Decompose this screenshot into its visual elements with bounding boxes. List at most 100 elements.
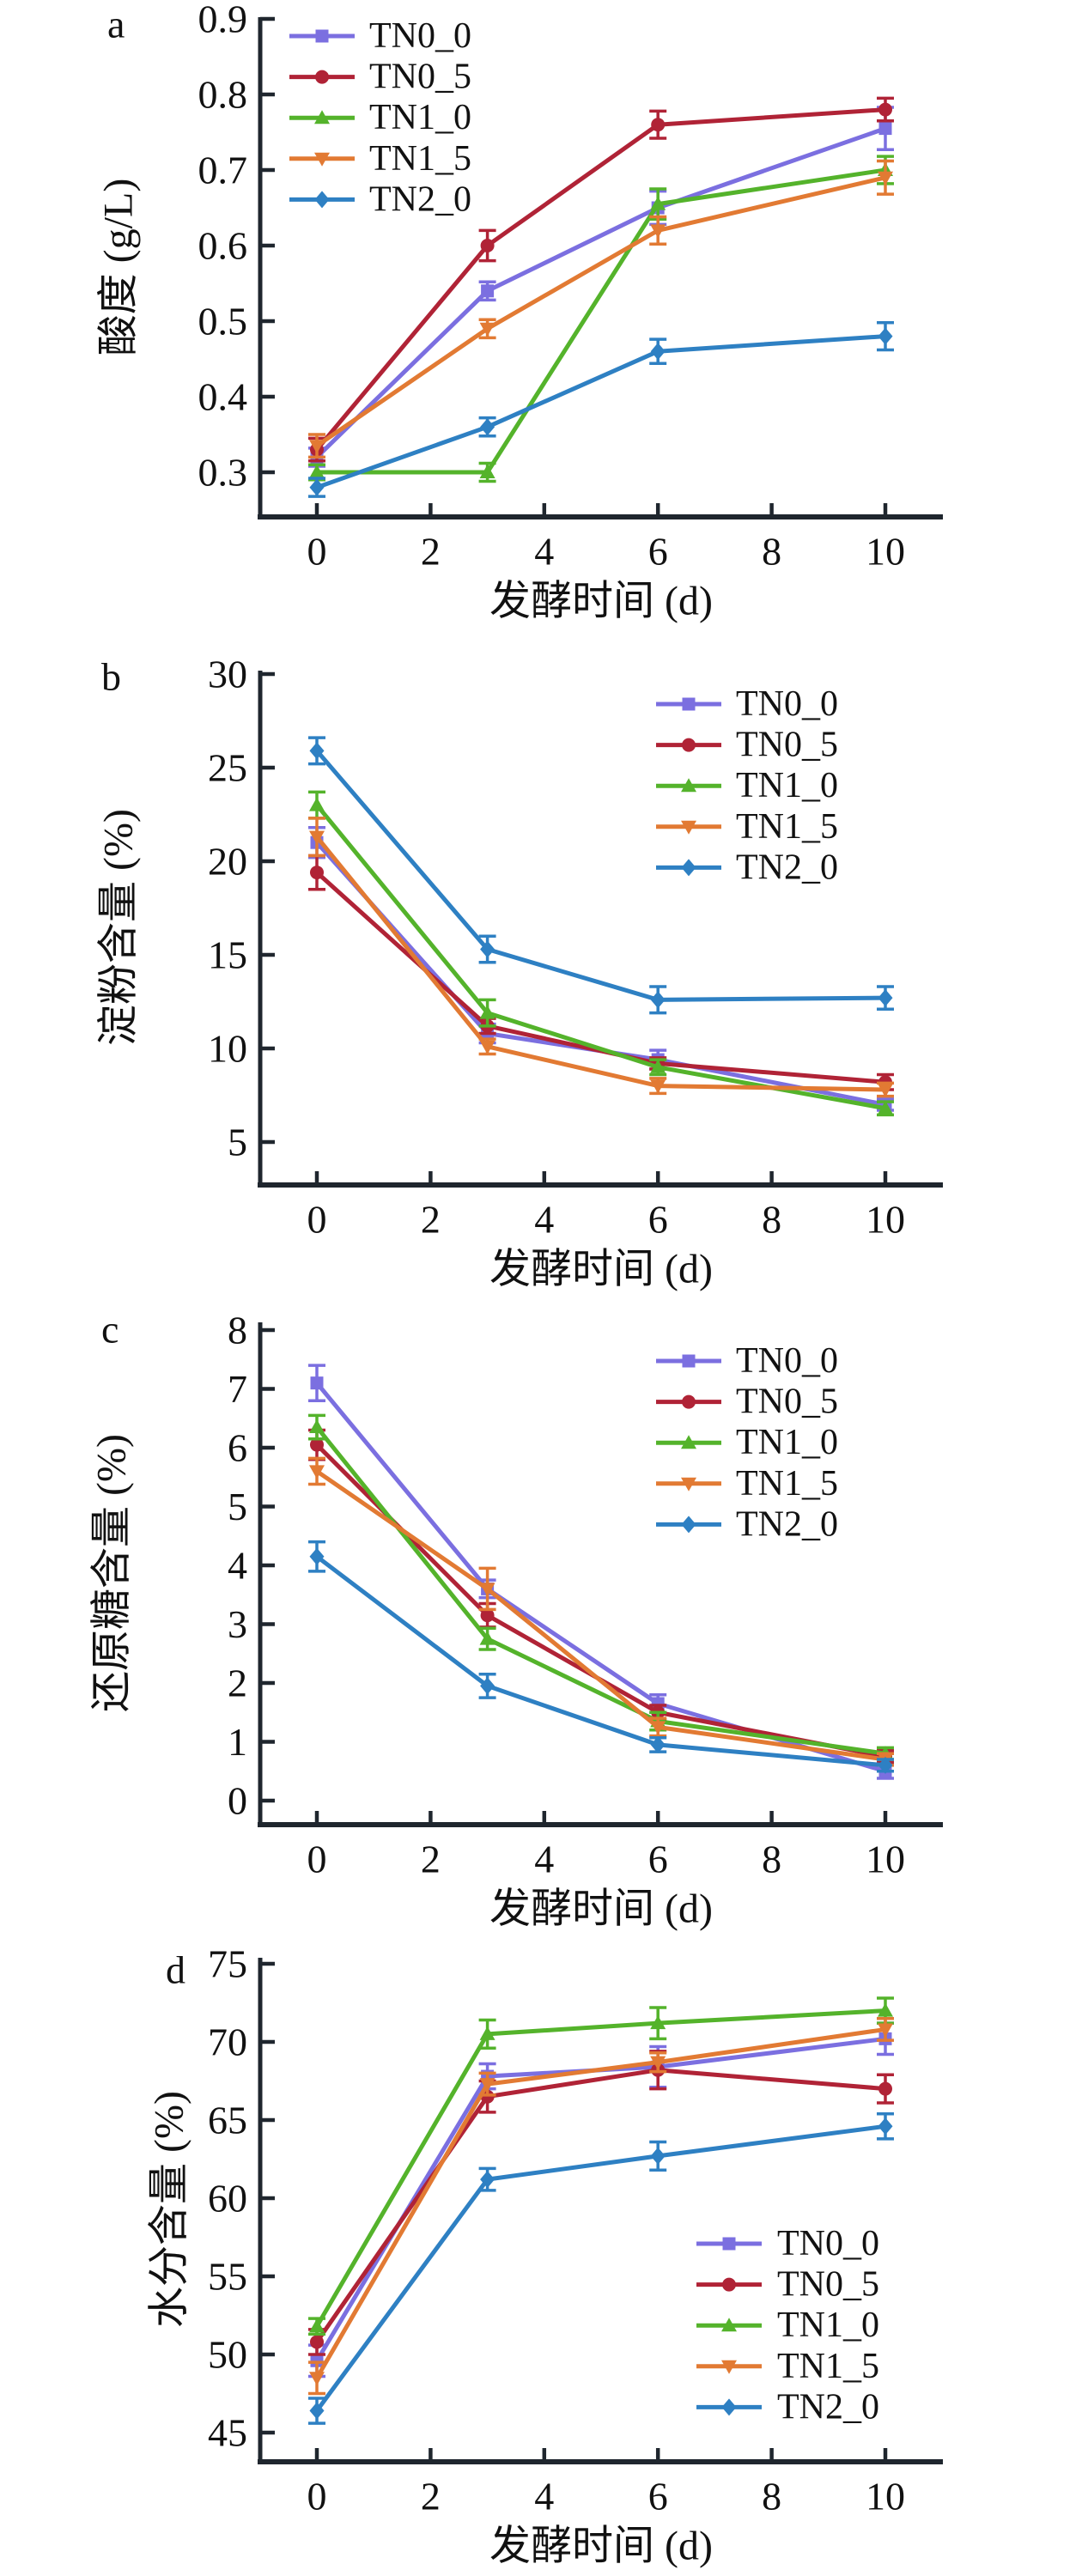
data-point-marker: [309, 440, 325, 454]
data-point-marker: [309, 478, 325, 496]
data-point-marker: [480, 1608, 495, 1623]
legend-marker: [682, 1394, 696, 1409]
legend-label: TN2_0: [369, 179, 471, 219]
data-point-marker: [479, 1005, 495, 1019]
x-tick-label: 0: [307, 1838, 327, 1881]
series-line: [314, 2068, 886, 2343]
y-tick-label: 30: [208, 653, 247, 696]
legend-item-TN0_0: TN0_0: [289, 16, 471, 56]
series-line: [315, 1554, 886, 1768]
panel-a: a 0.3 0.4 0.5 0.6 0.7 0.8 0.9 0 2 4 6 8 10 酸度 (g/L) 发酵时…: [96, 0, 943, 624]
x-tick-label: 0: [307, 530, 327, 574]
series-line: [315, 175, 886, 448]
x-axis-label: 发酵时间 (d): [489, 579, 713, 624]
data-point-marker: [480, 418, 495, 436]
series-line: [315, 1469, 886, 1762]
data-point-marker: [479, 1040, 495, 1054]
panel-d: d 45 50 55 60 65 70 75 0 2 4 6 8 10 水分含量 (%) 发酵时间 (d) TN…: [147, 1942, 943, 2569]
x-tick-label: 10: [866, 530, 905, 574]
series-TN0_5: [308, 854, 894, 1091]
legend-label: TN0_5: [736, 1382, 838, 1422]
legend-marker: [721, 2360, 737, 2374]
data-point-marker: [878, 1083, 893, 1097]
y-tick-label: 0.6: [198, 224, 248, 268]
data-point-marker: [309, 2318, 325, 2333]
data-point-marker: [878, 2002, 893, 2017]
data-point-marker: [309, 797, 325, 811]
x-tick-label: 4: [534, 530, 554, 574]
x-tick-label: 0: [307, 1198, 327, 1242]
series-line: [315, 1425, 886, 1756]
legend-item-TN1_0: TN1_0: [289, 98, 471, 137]
legend-item-TN1_0: TN1_0: [656, 1423, 838, 1462]
legend-marker: [314, 110, 330, 125]
x-tick-label: 10: [866, 1838, 905, 1881]
series-TN2_0: [308, 1540, 894, 1774]
data-point-marker: [309, 1547, 325, 1565]
legend-item-TN0_0: TN0_0: [696, 2224, 879, 2263]
legend-label: TN1_0: [736, 1423, 838, 1462]
y-axis-label: 还原糖含量 (%): [89, 1434, 135, 1712]
x-tick-label: 8: [762, 2475, 781, 2518]
x-tick-label: 4: [534, 1198, 554, 1242]
data-point-marker: [878, 122, 892, 136]
series-TN2_0: [308, 2111, 894, 2425]
legend-label: TN2_0: [736, 1504, 838, 1544]
y-tick-label: 7: [228, 1367, 247, 1411]
y-tick-label: 0.4: [198, 375, 248, 419]
data-point-marker: [479, 2078, 495, 2093]
legend-marker: [314, 152, 330, 167]
x-tick-label: 2: [421, 1198, 441, 1242]
data-point-marker: [650, 1059, 666, 1073]
legend-label: TN1_0: [369, 98, 471, 137]
legend-item-TN0_5: TN0_5: [656, 1382, 838, 1422]
legend-marker: [681, 1516, 696, 1534]
legend-marker: [681, 1435, 696, 1449]
data-point-marker: [310, 2335, 324, 2349]
legend-item-TN1_0: TN1_0: [696, 2306, 879, 2345]
legend-item-TN1_5: TN1_5: [656, 807, 838, 847]
data-point-marker: [309, 1419, 325, 1434]
x-tick-label: 10: [866, 2475, 905, 2518]
y-tick-label: 0.8: [198, 73, 248, 117]
x-tick-label: 4: [534, 2475, 554, 2518]
legend-marker: [681, 820, 696, 835]
legend-item-TN0_0: TN0_0: [656, 1341, 838, 1381]
y-tick-label: 0.5: [198, 300, 248, 343]
legend-item-TN2_0: TN2_0: [656, 848, 838, 887]
legend-item-TN0_5: TN0_5: [656, 726, 838, 765]
y-tick-label: 75: [208, 1942, 247, 1986]
legend-item-TN0_5: TN0_5: [696, 2265, 879, 2305]
x-axis-label: 发酵时间 (d): [489, 2524, 713, 2569]
data-point-marker: [481, 284, 495, 298]
series-line: [316, 334, 886, 489]
x-tick-label: 8: [762, 1838, 781, 1881]
legend-label: TN2_0: [736, 848, 838, 887]
series-line: [314, 2008, 886, 2328]
x-tick-label: 6: [648, 1838, 668, 1881]
data-point-marker: [878, 1756, 893, 1774]
y-tick-label: 70: [208, 2020, 247, 2064]
legend-item-TN2_0: TN2_0: [656, 1504, 838, 1544]
y-tick-label: 0.7: [198, 149, 248, 192]
data-point-marker: [650, 1735, 666, 1753]
legend-label: TN0_0: [736, 1341, 838, 1381]
data-point-marker: [309, 2402, 325, 2420]
series-TN1_5: [308, 159, 894, 459]
series-line: [315, 126, 886, 459]
x-tick-label: 4: [534, 1838, 554, 1881]
data-point-marker: [479, 1583, 495, 1597]
series-TN2_0: [308, 321, 894, 498]
legend-marker: [722, 2277, 736, 2292]
y-tick-label: 65: [208, 2099, 247, 2142]
data-point-marker: [651, 118, 666, 132]
legend-marker: [681, 1477, 696, 1492]
y-tick-label: 10: [208, 1027, 247, 1071]
y-tick-label: 4: [228, 1544, 247, 1588]
legend-item-TN0_5: TN0_5: [289, 58, 471, 97]
series-TN1_5: [308, 2016, 894, 2396]
data-point-marker: [310, 2354, 324, 2367]
legend-marker: [681, 859, 696, 877]
x-tick-label: 8: [762, 1198, 781, 1242]
